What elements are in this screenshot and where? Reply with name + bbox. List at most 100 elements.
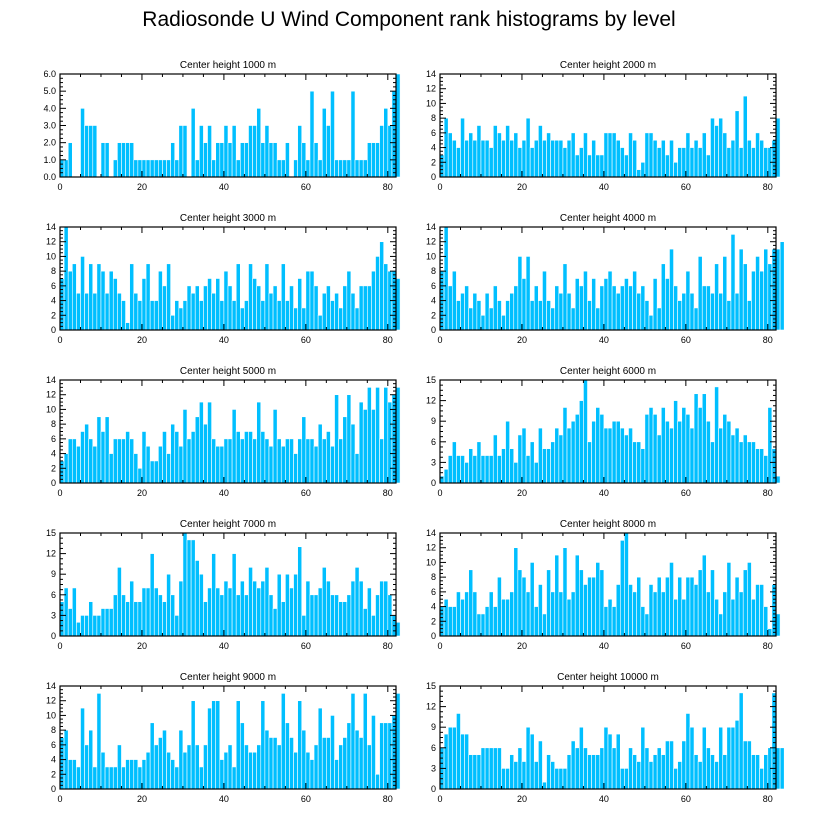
chart-6-bar-51 [268, 594, 274, 637]
chart-1-bar-17 [509, 139, 515, 178]
chart-5-bar-35 [583, 379, 588, 484]
chart-5-bar-21 [525, 455, 531, 484]
chart-5-bar-62 [693, 393, 699, 484]
chart-7-bar-58 [677, 576, 683, 637]
chart-8-bar-55 [285, 722, 290, 790]
chart-3-bar-10 [480, 314, 486, 331]
chart-2-ytick-label-6: 12 [46, 237, 56, 247]
chart-1-bar-39 [599, 154, 605, 178]
chart-0-bar-71 [350, 90, 356, 178]
chart-0-bar-64 [321, 108, 327, 178]
chart-7-bar-18 [513, 547, 519, 637]
chart-1-bar-42 [611, 132, 617, 178]
chart-2-bar-60 [305, 270, 311, 331]
chart-0-bar-14 [117, 142, 122, 178]
chart-1-ytick-label-0: 0 [431, 172, 436, 182]
chart-3-bar-12 [488, 307, 494, 331]
chart-9-bar-66 [710, 754, 715, 790]
chart-6-bar-67 [334, 594, 339, 637]
chart-8-bar-36 [207, 707, 212, 790]
chart-2-bar-61 [309, 270, 315, 331]
chart-4-bar-15 [121, 438, 126, 484]
chart-6-bar-15 [121, 594, 126, 637]
chart-8-bar-44 [239, 722, 245, 790]
chart-5-bar-59 [681, 407, 687, 484]
chart-6-xtick-label-20: 20 [137, 641, 147, 651]
chart-6-bar-33 [194, 560, 200, 637]
chart-2-bar-12 [108, 270, 114, 331]
chart-5-bar-4 [456, 455, 461, 484]
chart-4-bar-9 [96, 416, 102, 484]
chart-3-bar-22 [529, 300, 535, 331]
chart-0-bar-19 [137, 159, 143, 178]
chart-6-bar-14 [117, 567, 122, 637]
chart-4-bar-5 [80, 431, 85, 484]
chart-3-bar-18 [513, 285, 519, 331]
chart-9-bar-57 [673, 768, 678, 790]
chart-9-xtick-label-20: 20 [517, 794, 527, 804]
chart-0-bar-76 [371, 142, 376, 178]
chart-3-bar-37 [591, 278, 597, 331]
chart-9-bar-22 [529, 733, 535, 790]
chart-6-bar-40 [223, 580, 229, 637]
chart-3-ytick-label-5: 10 [426, 251, 436, 261]
chart-1-bar-56 [669, 139, 674, 178]
chart-2-bar-35 [203, 285, 208, 331]
chart-1-bar-32 [570, 132, 576, 178]
chart-1-bar-71 [730, 139, 736, 178]
chart-8-ytick-label-6: 12 [46, 696, 56, 706]
chart-6-bar-17 [129, 580, 135, 637]
chart-6-bar-5 [80, 615, 85, 637]
chart-9-bar-64 [701, 726, 707, 790]
chart-6-ytick-label-1: 3 [51, 610, 56, 620]
chart-3-bar-52 [652, 278, 658, 331]
chart-6-bar-78 [379, 580, 385, 637]
chart-8-bar-68 [338, 744, 344, 790]
chart-3-bar-41 [607, 270, 613, 331]
chart-5-bar-66 [710, 441, 715, 484]
chart-9-bar-73 [738, 692, 744, 790]
chart-5-bar-50 [644, 414, 650, 484]
chart-6-bar-23 [153, 587, 159, 637]
chart-9-bar-76 [751, 754, 756, 790]
chart-9-bar-67 [714, 761, 719, 790]
chart-8-bar-39 [219, 759, 225, 790]
chart-3-bar-74 [742, 263, 748, 331]
chart-1-bar-30 [562, 147, 568, 178]
chart-0-bar-25 [162, 159, 167, 178]
chart-9-bar-15 [501, 768, 506, 790]
chart-1-bar-25 [542, 139, 547, 178]
chart-1-bar-67 [714, 125, 719, 178]
chart-8-bar-58 [297, 700, 303, 790]
chart-5-bar-45 [624, 434, 629, 484]
chart-9-bar-83 [779, 747, 785, 790]
chart-3-bar-28 [554, 285, 560, 331]
chart-6-bar-26 [166, 573, 171, 637]
chart-2-bar-11 [104, 292, 110, 331]
chart-6-bar-18 [133, 601, 139, 637]
chart-3-bar-19 [517, 256, 523, 331]
chart-6-bar-49 [260, 580, 266, 637]
chart-2-bar-26 [166, 263, 171, 331]
chart-6-bar-16 [125, 601, 130, 637]
chart-7-bar-47 [632, 591, 637, 637]
chart-3-bar-51 [648, 314, 654, 331]
chart-3-xtick-label-20: 20 [517, 335, 527, 345]
chart-3-bar-55 [665, 278, 670, 331]
chart-5-xtick-label-0: 0 [437, 488, 442, 498]
chart-0-bar-10 [100, 142, 106, 178]
chart-8-bar-34 [199, 766, 204, 790]
chart-2-bar-78 [379, 241, 385, 331]
chart-5-bar-11 [484, 455, 490, 484]
chart-5-ytick-label-5: 15 [426, 375, 436, 385]
chart-1-bar-70 [726, 147, 732, 178]
chart-4-ytick-label-4: 8 [51, 419, 56, 429]
chart-3-bar-5 [460, 292, 465, 331]
chart-8-bar-7 [88, 729, 94, 790]
chart-6-bar-20 [141, 587, 147, 637]
chart-6-bar-72 [354, 567, 360, 637]
chart-5-title: Center height 6000 m [560, 366, 656, 377]
chart-8-bar-12 [108, 766, 114, 790]
chart-6-bar-55 [285, 573, 290, 637]
chart-8-bar-2 [67, 759, 73, 790]
